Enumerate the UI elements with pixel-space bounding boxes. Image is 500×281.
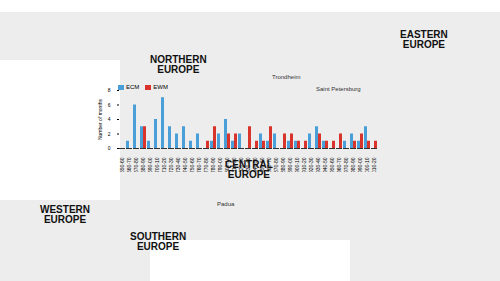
- html-text:EUROPE: EUROPE: [157, 64, 200, 75]
- svg-text:1670-80: 1670-80: [133, 157, 139, 172]
- svg-text:1980-90: 1980-90: [350, 157, 356, 172]
- svg-text:2000-10: 2000-10: [364, 157, 370, 172]
- html-text:CENTRAL: CENTRAL: [225, 159, 273, 170]
- html-text:WESTERN: WESTERN: [40, 204, 90, 215]
- html-text:Padua: Padua: [217, 201, 235, 207]
- html-text:SOUTHERN: SOUTHERN: [130, 231, 187, 242]
- svg-text:2: 2: [108, 131, 111, 137]
- svg-text:1880-90: 1880-90: [280, 157, 286, 172]
- svg-text:1680-90: 1680-90: [140, 157, 146, 172]
- svg-text:1950-60: 1950-60: [329, 157, 335, 172]
- html-text:EUROPE: EUROPE: [402, 39, 445, 50]
- html-text:Trondheim: Trondheim: [272, 74, 301, 80]
- svg-text:1920-30: 1920-30: [308, 157, 314, 172]
- svg-text:1690-00: 1690-00: [147, 157, 153, 172]
- html-text:EASTERN: EASTERN: [400, 29, 448, 40]
- svg-text:1890-00: 1890-00: [287, 157, 293, 172]
- svg-text:1780-90: 1780-90: [210, 157, 216, 172]
- svg-text:8: 8: [108, 87, 111, 93]
- svg-text:0: 0: [108, 145, 111, 151]
- svg-text:1970-80: 1970-80: [343, 157, 349, 172]
- svg-text:1660-70: 1660-70: [126, 157, 132, 172]
- svg-text:1750-60: 1750-60: [189, 157, 195, 172]
- html-text:EUROPE: EUROPE: [227, 169, 270, 180]
- svg-text:1720-30: 1720-30: [168, 157, 174, 172]
- html-text:EUROPE: EUROPE: [136, 241, 180, 252]
- svg-text:1900-10: 1900-10: [294, 157, 300, 172]
- svg-text:1930-40: 1930-40: [315, 157, 321, 172]
- svg-text:Number of months: Number of months: [97, 98, 103, 140]
- svg-text:4: 4: [108, 116, 111, 122]
- html-text:ECM: ECM: [126, 84, 140, 90]
- svg-text:6: 6: [108, 102, 111, 108]
- svg-text:1870-80: 1870-80: [273, 157, 279, 172]
- svg-text:1740-50: 1740-50: [182, 157, 188, 172]
- html-text:NORTHERN: NORTHERN: [150, 54, 207, 65]
- html-text:EWM: EWM: [153, 84, 168, 90]
- html-text:Saint Petersburg: Saint Petersburg: [316, 86, 361, 92]
- svg-text:1730-40: 1730-40: [175, 157, 181, 172]
- html-text:EUROPE: EUROPE: [43, 214, 87, 225]
- svg-text:1990-00: 1990-00: [357, 157, 363, 172]
- svg-text:1700-10: 1700-10: [154, 157, 160, 172]
- svg-text:1790-00: 1790-00: [217, 157, 223, 172]
- svg-text:1940-50: 1940-50: [322, 157, 328, 172]
- svg-text:2010-20: 2010-20: [371, 157, 377, 172]
- svg-text:1710-20: 1710-20: [161, 157, 167, 172]
- svg-text:1760-70: 1760-70: [196, 157, 202, 172]
- svg-text:1650-60: 1650-60: [119, 157, 125, 172]
- svg-text:1770-80: 1770-80: [203, 157, 209, 172]
- svg-text:1960-70: 1960-70: [336, 157, 342, 172]
- svg-text:1910-20: 1910-20: [301, 157, 307, 172]
